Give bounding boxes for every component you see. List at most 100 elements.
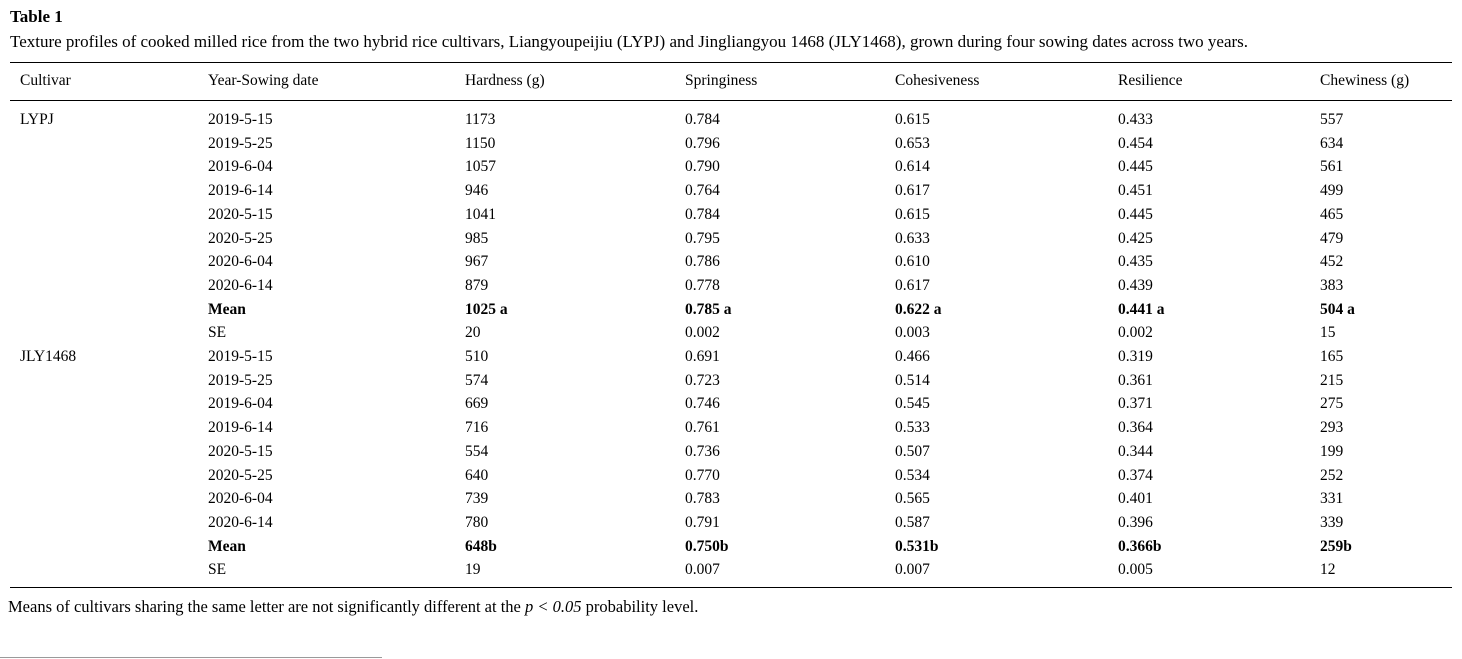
cell-cohesiveness: 0.653	[895, 134, 930, 152]
table-row: 2020-6-04 967 0.786 0.610 0.435 452	[10, 250, 1452, 274]
cell-chewiness: 15	[1320, 324, 1336, 342]
cell-cultivar	[10, 250, 208, 274]
cell-resilience: 0.005	[1118, 561, 1153, 579]
cell-resilience: 0.374	[1118, 466, 1153, 484]
cell-sowing-date: Mean	[208, 537, 246, 555]
cell-hardness: 879	[465, 276, 489, 294]
table-row: 2019-6-14 716 0.761 0.533 0.364 293	[10, 416, 1452, 440]
table-row: SE 20 0.002 0.003 0.002 15	[10, 321, 1452, 345]
cell-springiness: 0.002	[685, 324, 720, 342]
table-row: 2020-5-15 1041 0.784 0.615 0.445 465	[10, 203, 1452, 227]
cell-cohesiveness: 0.610	[895, 253, 930, 271]
cell-springiness: 0.691	[685, 348, 720, 366]
cell-sowing-date: 2019-5-25	[208, 134, 273, 152]
table-row: 2020-5-25 985 0.795 0.633 0.425 479	[10, 227, 1452, 251]
cell-cultivar	[10, 464, 208, 488]
cell-hardness: 780	[465, 513, 489, 531]
cell-resilience: 0.433	[1118, 111, 1153, 128]
cell-chewiness: 215	[1320, 371, 1344, 389]
cell-cultivar	[10, 155, 208, 179]
cell-cultivar	[10, 392, 208, 416]
cell-cohesiveness: 0.614	[895, 158, 930, 176]
table-row: 2019-6-14 946 0.764 0.617 0.451 499	[10, 179, 1452, 203]
cell-cohesiveness: 0.565	[895, 490, 930, 508]
cell-sowing-date: 2019-6-04	[208, 395, 273, 413]
cell-chewiness: 634	[1320, 134, 1344, 152]
cell-springiness: 0.746	[685, 395, 720, 413]
cell-chewiness: 275	[1320, 395, 1344, 413]
cell-hardness: 554	[465, 442, 489, 460]
cell-cohesiveness: 0.617	[895, 276, 930, 294]
cell-cultivar	[10, 132, 208, 156]
cell-resilience: 0.425	[1118, 229, 1153, 247]
cell-chewiness: 339	[1320, 513, 1344, 531]
cell-springiness: 0.791	[685, 513, 720, 531]
cell-chewiness: 331	[1320, 490, 1344, 508]
cell-springiness: 0.783	[685, 490, 720, 508]
cell-sowing-date: 2019-5-15	[208, 348, 273, 366]
cell-resilience: 0.454	[1118, 134, 1153, 152]
table-row: Mean 648b 0.750b 0.531b 0.366b 259b	[10, 535, 1452, 559]
cell-chewiness: 293	[1320, 419, 1344, 437]
column-header-cohesiveness: Cohesiveness	[895, 62, 1118, 101]
cell-sowing-date: SE	[208, 324, 227, 342]
cell-hardness: 574	[465, 371, 489, 389]
cell-sowing-date: 2020-6-04	[208, 490, 273, 508]
table-row: 2019-6-04 669 0.746 0.545 0.371 275	[10, 392, 1452, 416]
cell-springiness: 0.796	[685, 134, 720, 152]
cell-resilience: 0.401	[1118, 490, 1153, 508]
cell-hardness: 648b	[465, 537, 497, 555]
table-footnote: Means of cultivars sharing the same lett…	[8, 596, 1452, 618]
cell-cohesiveness: 0.514	[895, 371, 930, 389]
cell-cultivar: JLY1468	[20, 348, 77, 366]
cell-chewiness: 465	[1320, 205, 1344, 223]
cell-sowing-date: 2020-6-14	[208, 513, 273, 531]
cell-resilience: 0.441 a	[1118, 300, 1165, 318]
cell-hardness: 1057	[465, 158, 496, 176]
cell-resilience: 0.364	[1118, 419, 1153, 437]
cell-cohesiveness: 0.622 a	[895, 300, 942, 318]
cell-cultivar	[10, 440, 208, 464]
cell-hardness: 946	[465, 182, 489, 200]
cell-chewiness: 259b	[1320, 537, 1352, 555]
cell-sowing-date: 2019-6-04	[208, 158, 273, 176]
cell-hardness: 985	[465, 229, 489, 247]
table-row: 2020-6-14 780 0.791 0.587 0.396 339	[10, 511, 1452, 535]
cell-springiness: 0.786	[685, 253, 720, 271]
cell-cohesiveness: 0.466	[895, 348, 930, 366]
cell-cohesiveness: 0.545	[895, 395, 930, 413]
column-header-resilience: Resilience	[1118, 62, 1320, 101]
cell-hardness: 967	[465, 253, 489, 271]
cell-resilience: 0.439	[1118, 276, 1153, 294]
cell-cultivar	[10, 416, 208, 440]
cell-hardness: 716	[465, 419, 489, 437]
cell-chewiness: 499	[1320, 182, 1344, 200]
cell-cultivar	[10, 558, 208, 587]
table-row: SE 19 0.007 0.007 0.005 12	[10, 558, 1452, 587]
cell-cohesiveness: 0.617	[895, 182, 930, 200]
cell-cultivar	[10, 298, 208, 322]
cell-cohesiveness: 0.003	[895, 324, 930, 342]
table-body: LYPJ 2019-5-15 1173 0.784 0.615 0.433 55…	[10, 101, 1452, 588]
table-row: LYPJ 2019-5-15 1173 0.784 0.615 0.433 55…	[10, 101, 1452, 132]
cell-cohesiveness: 0.531b	[895, 537, 939, 555]
cell-cultivar	[10, 274, 208, 298]
cell-hardness: 19	[465, 561, 481, 579]
cell-resilience: 0.396	[1118, 513, 1153, 531]
cell-sowing-date: SE	[208, 561, 227, 579]
cell-cohesiveness: 0.615	[895, 205, 930, 223]
cell-chewiness: 561	[1320, 158, 1344, 176]
cell-chewiness: 504 a	[1320, 300, 1355, 318]
next-content-cutoff-rule	[0, 657, 382, 658]
cell-springiness: 0.790	[685, 158, 720, 176]
cell-sowing-date: 2019-6-14	[208, 182, 273, 200]
cell-cohesiveness: 0.007	[895, 561, 930, 579]
cell-chewiness: 12	[1320, 561, 1336, 579]
table-caption: Texture profiles of cooked milled rice f…	[10, 32, 1249, 51]
cell-chewiness: 165	[1320, 348, 1344, 366]
cell-sowing-date: 2020-5-15	[208, 442, 273, 460]
cell-resilience: 0.002	[1118, 324, 1153, 342]
table-row: JLY1468 2019-5-15 510 0.691 0.466 0.319 …	[10, 345, 1452, 369]
footnote-suffix: probability level.	[581, 597, 699, 617]
cell-resilience: 0.445	[1118, 205, 1153, 223]
